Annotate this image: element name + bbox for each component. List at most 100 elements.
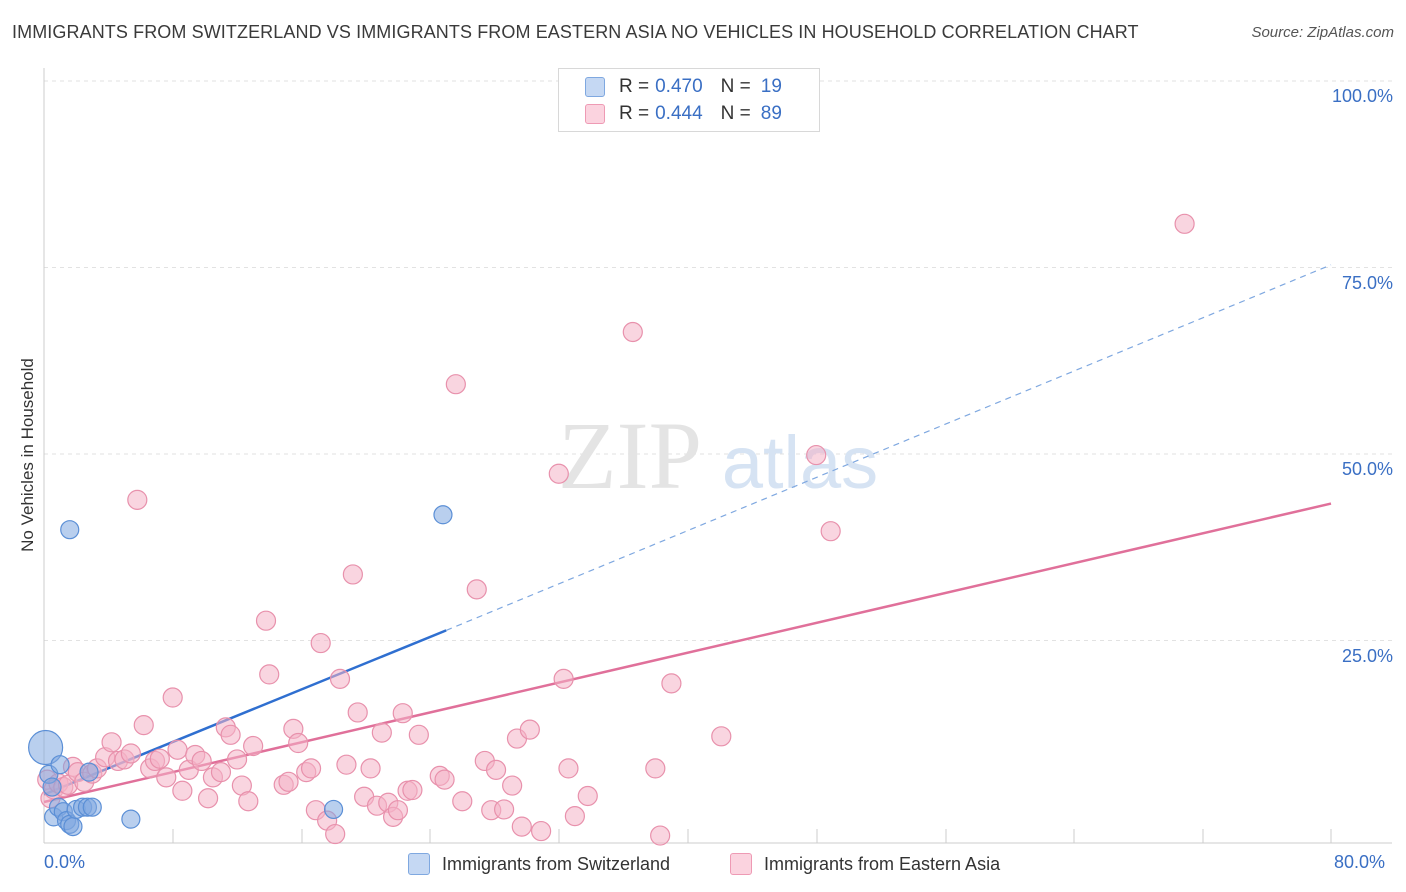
point-eastern-asia [387,800,409,821]
point-eastern-asia [310,632,331,654]
point-eastern-asia [820,521,841,542]
bottom-legend-swatch-eastern-asia [730,853,752,875]
point-eastern-asia [564,806,585,827]
x-tick-min: 0.0% [44,852,86,872]
point-eastern-asia [347,702,368,723]
y-tick-label: 100.0% [1331,86,1393,106]
point-eastern-asia [650,825,671,846]
point-eastern-asia [191,750,212,772]
point-switzerland [433,505,453,525]
point-eastern-asia [162,687,183,708]
watermark-zip: ZIP [558,402,702,509]
point-switzerland [42,777,62,797]
point-eastern-asia [149,748,170,769]
point-eastern-asia [548,463,569,484]
chart-title: IMMIGRANTS FROM SWITZERLAND VS IMMIGRANT… [12,22,1139,42]
bottom-legend-swatch-switzerland [408,853,430,875]
trend-lines [43,264,1332,804]
point-eastern-asia [1174,213,1195,234]
point-eastern-asia [402,779,423,801]
point-eastern-asia [806,444,827,466]
point-switzerland [60,520,80,540]
point-eastern-asia [197,788,219,809]
legend-n-value: 19 [760,76,782,97]
legend-n-value: 89 [760,103,782,124]
y-tick-label: 50.0% [1341,459,1393,479]
point-switzerland [50,755,70,775]
trend-line-switzerland-extension [445,264,1332,631]
point-eastern-asia [329,668,351,689]
bottom-legend-switzerland: Immigrants from Switzerland [408,852,670,876]
point-eastern-asia [511,816,532,837]
point-eastern-asia [133,715,154,736]
point-eastern-asia [577,785,598,807]
point-eastern-asia [259,664,280,685]
legend-swatch-eastern-asia [585,104,605,124]
y-tick-label: 25.0% [1341,645,1393,666]
legend: R = 0.470 N = 19 R = 0.444 N = 89 [558,68,820,132]
legend-r-value: 0.444 [655,103,703,124]
legend-n-label: N = [720,103,751,124]
x-tick-max: 80.0% [1334,852,1386,872]
point-eastern-asia [342,564,363,585]
point-eastern-asia [300,758,322,779]
point-eastern-asia [220,724,241,745]
point-eastern-asia [445,374,466,395]
point-eastern-asia [288,732,309,754]
point-eastern-asia [336,754,357,775]
legend-n-label: N = [720,76,751,97]
legend-row-switzerland: R = 0.470 N = 19 [585,76,782,98]
point-switzerland [79,762,99,782]
watermark: ZIP atlas [558,402,878,509]
y-axis-label: No Vehicles in Household [18,358,37,552]
point-eastern-asia [452,791,473,812]
axes [43,68,1392,844]
data-points [28,213,1195,846]
point-switzerland [82,797,102,817]
point-eastern-asia [661,673,682,694]
legend-r-label: R = [619,76,650,97]
source-label: Source: ZipAtlas.com [1251,24,1394,41]
point-eastern-asia [325,823,346,845]
point-eastern-asia [101,732,122,753]
point-eastern-asia [485,759,507,780]
point-eastern-asia [120,743,141,764]
bottom-legend-eastern-asia: Immigrants from Eastern Asia [730,852,1000,876]
y-tick-label: 75.0% [1341,272,1393,293]
point-eastern-asia [553,668,574,689]
bottom-legend-label-eastern-asia: Immigrants from Eastern Asia [764,853,1001,874]
point-switzerland [28,729,64,766]
point-eastern-asia [172,780,193,801]
point-eastern-asia [371,722,392,743]
point-eastern-asia [167,739,188,760]
point-eastern-asia [519,719,540,740]
point-eastern-asia [360,758,381,779]
legend-r-value: 0.470 [655,76,703,97]
watermark-atlas: atlas [722,421,878,504]
point-eastern-asia [531,820,552,842]
point-eastern-asia [466,579,487,600]
grid-lines [44,80,1392,641]
legend-row-eastern-asia: R = 0.444 N = 89 [585,103,782,125]
legend-swatch-switzerland [585,77,605,97]
point-eastern-asia [278,771,299,792]
point-switzerland [63,816,83,837]
point-eastern-asia [434,769,455,790]
point-eastern-asia [502,775,523,796]
point-eastern-asia [408,724,429,745]
point-switzerland [323,799,344,820]
point-eastern-asia [622,321,643,343]
point-switzerland [121,809,141,829]
point-eastern-asia [238,791,259,812]
point-eastern-asia [156,767,177,788]
point-eastern-asia [645,758,666,779]
point-eastern-asia [210,762,232,783]
point-eastern-asia [711,726,732,747]
point-eastern-asia [392,703,413,724]
bottom-legend-label-switzerland: Immigrants from Switzerland [442,853,671,874]
legend-r-label: R = [619,103,650,124]
point-eastern-asia [226,749,248,770]
point-eastern-asia [127,489,148,510]
point-eastern-asia [558,758,579,779]
